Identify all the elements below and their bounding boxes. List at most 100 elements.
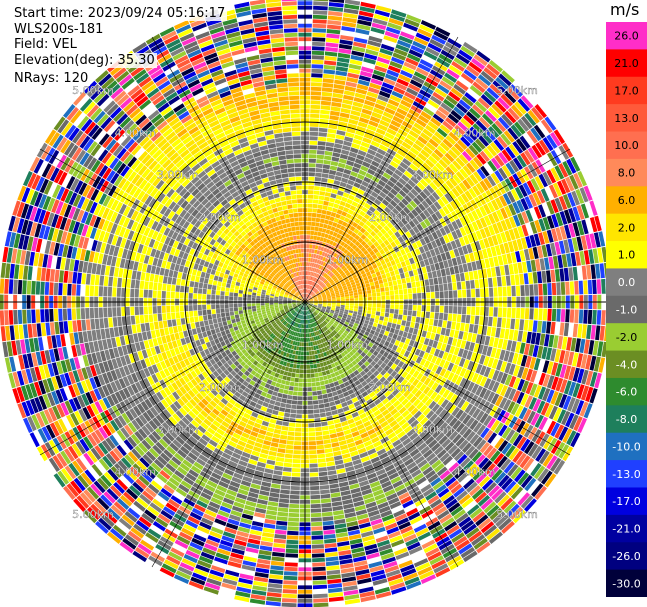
velocity-gate <box>550 269 556 283</box>
velocity-gate <box>356 224 362 231</box>
velocity-gate <box>449 249 456 259</box>
velocity-gate <box>309 145 318 150</box>
velocity-gate <box>325 146 334 152</box>
velocity-gate <box>398 74 411 83</box>
velocity-gate <box>297 396 303 401</box>
velocity-gate <box>360 234 367 240</box>
velocity-gate <box>278 443 286 449</box>
velocity-gate <box>491 199 500 211</box>
velocity-gate <box>307 194 314 199</box>
velocity-gate <box>327 297 332 299</box>
velocity-gate <box>458 264 464 274</box>
velocity-gate <box>310 86 322 92</box>
velocity-gate <box>323 529 336 535</box>
velocity-gate <box>275 382 281 388</box>
velocity-gate <box>337 256 343 261</box>
velocity-gate <box>402 254 409 261</box>
velocity-gate <box>294 432 302 437</box>
velocity-gate <box>445 135 457 146</box>
velocity-gate <box>347 155 356 162</box>
velocity-gate <box>446 68 460 80</box>
velocity-gate <box>475 119 488 132</box>
velocity-gate <box>307 226 311 231</box>
velocity-gate <box>310 499 321 504</box>
velocity-gate <box>300 355 304 360</box>
velocity-gate <box>327 420 335 426</box>
velocity-gate <box>315 435 323 441</box>
velocity-gate <box>460 117 472 129</box>
velocity-gate <box>318 462 327 468</box>
velocity-gate <box>349 295 354 299</box>
velocity-gate <box>529 234 537 247</box>
velocity-gate <box>425 265 432 273</box>
velocity-gate <box>432 165 442 175</box>
velocity-gate <box>555 212 564 227</box>
velocity-gate <box>601 278 606 294</box>
velocity-gate <box>306 342 309 347</box>
velocity-gate <box>332 510 344 516</box>
velocity-gate <box>460 72 475 84</box>
velocity-gate <box>592 279 597 294</box>
velocity-gate <box>402 266 408 273</box>
velocity-gate <box>379 202 387 210</box>
velocity-gate <box>276 516 288 522</box>
velocity-gate <box>449 329 455 338</box>
velocity-gate <box>267 403 275 410</box>
velocity-gate <box>266 592 282 598</box>
velocity-gate <box>366 199 374 206</box>
velocity-gate <box>396 319 402 325</box>
velocity-gate <box>313 404 319 410</box>
velocity-gate <box>327 24 341 30</box>
velocity-gate <box>452 313 457 322</box>
velocity-gate <box>425 124 436 134</box>
velocity-gate <box>563 209 572 224</box>
velocity-gate <box>340 241 346 247</box>
velocity-gate <box>491 103 504 116</box>
velocity-gate <box>333 418 341 424</box>
velocity-gate <box>434 284 439 292</box>
velocity-gate <box>590 264 596 279</box>
velocity-gate <box>548 256 555 270</box>
velocity-gate <box>476 168 486 180</box>
velocity-gate <box>414 139 425 149</box>
velocity-gate <box>310 91 322 96</box>
velocity-gate <box>488 126 500 138</box>
velocity-gate <box>387 191 395 200</box>
velocity-gate <box>335 194 343 201</box>
velocity-gate <box>551 308 557 322</box>
velocity-gate <box>266 596 282 602</box>
velocity-gate <box>340 272 346 277</box>
velocity-gate <box>301 337 304 342</box>
velocity-gate <box>323 159 331 165</box>
velocity-gate <box>325 456 335 462</box>
velocity-gate <box>372 18 388 26</box>
velocity-gate <box>310 368 315 374</box>
velocity-gate <box>465 65 480 77</box>
velocity-gate <box>321 507 333 513</box>
velocity-gate <box>451 187 461 198</box>
velocity-gate <box>354 158 364 165</box>
velocity-gate <box>366 286 371 291</box>
velocity-gate <box>329 0 345 3</box>
velocity-gate <box>456 256 462 265</box>
velocity-gate <box>316 150 325 155</box>
velocity-gate <box>516 238 524 251</box>
velocity-gate <box>500 133 512 146</box>
velocity-gate <box>383 282 389 288</box>
velocity-gate <box>295 427 302 432</box>
velocity-gate <box>334 518 346 525</box>
velocity-gate <box>388 266 394 272</box>
velocity-gate <box>474 240 482 251</box>
velocity-gate <box>342 274 347 279</box>
velocity-gate <box>463 69 477 81</box>
velocity-gate <box>326 210 332 216</box>
velocity-gate <box>515 251 522 263</box>
velocity-gate <box>327 270 331 275</box>
velocity-gate <box>307 199 313 204</box>
velocity-gate <box>359 252 366 259</box>
velocity-gate <box>335 273 341 278</box>
velocity-gate <box>311 77 323 83</box>
velocity-gate <box>324 155 332 161</box>
velocity-gate <box>323 64 336 70</box>
velocity-gate <box>367 148 377 156</box>
